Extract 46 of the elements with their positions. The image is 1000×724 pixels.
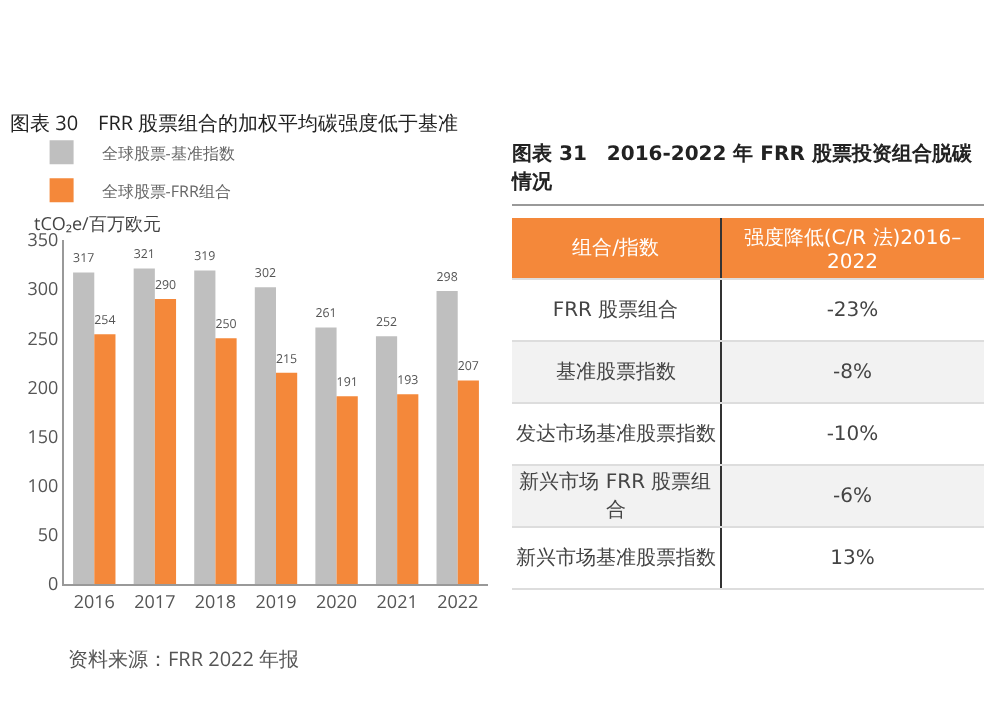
text: 13%: [720, 527, 984, 589]
text: 基准股票指数: [512, 341, 720, 403]
y-tick-label: 250: [27, 324, 59, 351]
bar: [73, 272, 95, 584]
bar: [397, 394, 419, 584]
text: -10%: [720, 403, 984, 465]
x-tick-label: 2021: [376, 587, 418, 614]
text: FRR 股票组合: [512, 279, 720, 341]
y-tick-label: 150: [27, 422, 59, 449]
bar: [276, 372, 298, 584]
x-tick-label: 2022: [437, 587, 479, 614]
bar: [375, 336, 398, 584]
bar: [215, 338, 237, 584]
x-tick-label: 2016: [73, 587, 115, 614]
bar: [254, 287, 276, 584]
bar: [154, 298, 177, 584]
x-tick-label: 2018: [194, 587, 237, 614]
text: 组合/指数: [512, 218, 720, 279]
bar: [336, 396, 358, 584]
x-tick-label: 2017: [134, 587, 176, 614]
y-axis-title: tCO₂e/百万欧元: [34, 210, 161, 236]
text: -23%: [720, 279, 984, 341]
x-tick-label: 2020: [315, 587, 358, 614]
x-tick-label: 2019: [255, 587, 297, 614]
text: 强度降低(C/R 法)2016–2022: [720, 218, 984, 279]
legend-label: 全球股票-基准指数: [101, 142, 235, 165]
bar: [194, 270, 216, 584]
bar: [457, 380, 479, 584]
text: 图表 31 2016-2022 年 FRR 股票投资组合脱碳情况: [512, 140, 984, 206]
text: 新兴市场 FRR 股票组合: [512, 465, 720, 527]
text: -8%: [720, 341, 984, 403]
legend-label: 全球股票-FRR组合: [101, 180, 231, 203]
chart-title: 图表 30 FRR 股票组合的加权平均碳强度低于基准: [10, 107, 459, 136]
bar: [436, 291, 458, 584]
text: 新兴市场基准股票指数: [512, 527, 720, 589]
y-tick-label: 0: [48, 570, 59, 597]
y-tick-label: 200: [27, 373, 59, 400]
bar: [133, 268, 155, 584]
y-tick-label: 50: [37, 521, 59, 548]
text: 发达市场基准股票指数: [512, 403, 720, 465]
y-tick-label: 100: [27, 472, 59, 499]
y-tick-label: 300: [27, 275, 59, 302]
bar: [315, 327, 337, 584]
text: 资料来源：FRR 2022 年报: [68, 644, 300, 672]
bar: [94, 334, 116, 584]
text: -6%: [720, 465, 984, 527]
